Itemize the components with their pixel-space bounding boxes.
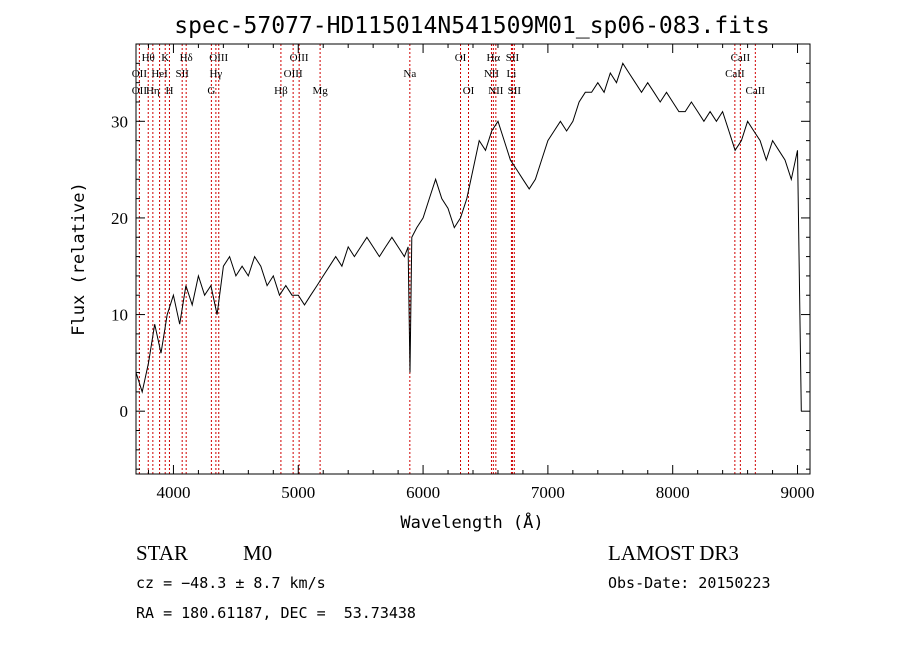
- object-subclass: M0: [243, 541, 273, 565]
- line-label: H: [165, 85, 173, 97]
- line-label: Mg: [312, 85, 328, 97]
- line-label: Hα: [486, 52, 500, 64]
- y-tick-label: 10: [111, 306, 128, 325]
- object-class: STAR: [136, 541, 188, 565]
- line-markers: [138, 44, 756, 474]
- line-label: OI: [463, 85, 475, 97]
- y-tick-label: 0: [120, 402, 129, 421]
- line-label: NII: [484, 68, 500, 80]
- line-label: G: [207, 85, 215, 97]
- redshift-velocity: cz = −48.3 ± 8.7 km/s: [136, 574, 326, 592]
- plot-frame: [135, 43, 811, 475]
- y-axis-ticks: 0 10 20 30: [111, 43, 810, 470]
- observation-date: Obs-Date: 20150223: [608, 574, 771, 592]
- line-label: K: [161, 52, 169, 64]
- chart-title: spec-57077-HD115014N541509M01_sp06-083.f…: [174, 13, 769, 39]
- line-label: OIII: [209, 52, 228, 64]
- y-tick-label: 20: [111, 209, 128, 228]
- line-label: Na: [403, 68, 416, 80]
- line-label: OII: [132, 68, 148, 80]
- line-label: Hδ: [180, 52, 193, 64]
- line-label: Li: [507, 68, 517, 80]
- y-tick-label: 30: [111, 112, 128, 131]
- x-tick-label: 9000: [781, 483, 815, 502]
- y-axis-label: Flux (relative): [69, 182, 89, 336]
- x-tick-label: 4000: [156, 483, 190, 502]
- line-label: SII: [508, 85, 522, 97]
- line-label: Hθ: [142, 52, 155, 64]
- line-label: SII: [175, 68, 189, 80]
- x-axis-label: Wavelength (Å): [400, 511, 543, 533]
- line-label: CaII: [746, 85, 766, 97]
- x-tick-label: 6000: [406, 483, 440, 502]
- line-label: HeI: [151, 68, 168, 80]
- spectrum-line: [135, 62, 802, 412]
- line-label: OI: [455, 52, 467, 64]
- line-label: OIII: [290, 52, 309, 64]
- line-label: Hη: [146, 85, 160, 97]
- x-tick-label: 5000: [281, 483, 315, 502]
- line-label: OII: [132, 85, 148, 97]
- line-label: NII: [488, 85, 504, 97]
- line-labels: Hθ OII OII K HeI Hη H Hδ SII OIII Hγ G OIII OIII Hβ Mg N…: [132, 52, 766, 97]
- sky-coordinates: RA = 180.61187, DEC = 53.73438: [136, 604, 416, 622]
- line-label: CaII: [731, 52, 751, 64]
- x-tick-label: 7000: [531, 483, 565, 502]
- x-tick-label: 8000: [656, 483, 690, 502]
- line-label: Hγ: [209, 68, 222, 80]
- line-label: Hβ: [274, 85, 288, 97]
- survey-name: LAMOST DR3: [608, 541, 739, 565]
- line-label: OIII: [284, 68, 303, 80]
- line-label: SII: [506, 52, 520, 64]
- x-axis-ticks: 4000 5000 6000 7000 8000 9000: [147, 44, 815, 502]
- spectrum-series: [135, 62, 802, 412]
- line-label: CaII: [725, 68, 745, 80]
